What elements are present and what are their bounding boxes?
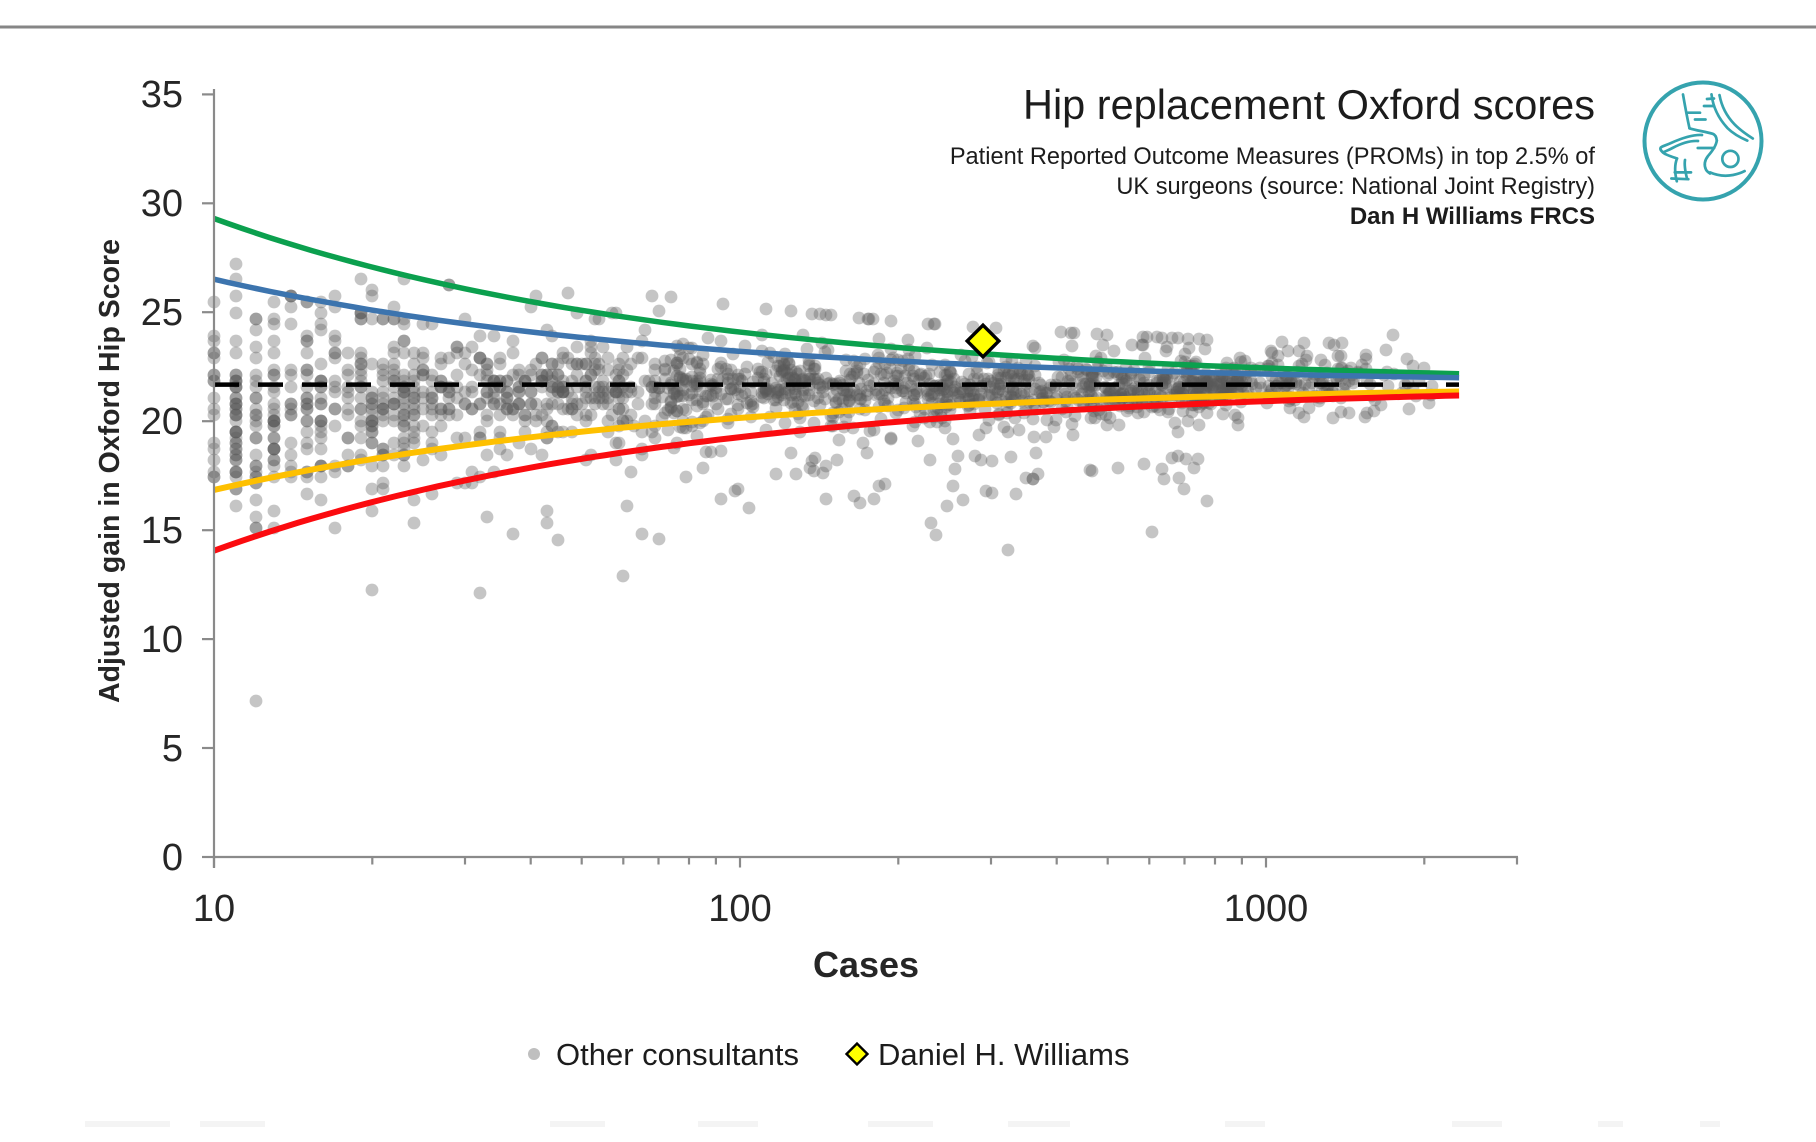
svg-text:20: 20	[141, 401, 183, 443]
svg-text:Daniel H. Williams: Daniel H. Williams	[878, 1037, 1129, 1072]
svg-text:100: 100	[708, 888, 771, 930]
svg-text:Other consultants: Other consultants	[556, 1037, 799, 1072]
svg-text:10: 10	[141, 619, 183, 661]
svg-text:5: 5	[162, 728, 183, 770]
svg-text:Hip replacement Oxford scores: Hip replacement Oxford scores	[1023, 81, 1595, 128]
svg-text:30: 30	[141, 183, 183, 225]
svg-text:10: 10	[193, 888, 235, 930]
svg-text:Adjusted gain in Oxford Hip Sc: Adjusted gain in Oxford Hip Score	[94, 239, 126, 703]
svg-text:1000: 1000	[1224, 888, 1309, 930]
svg-text:15: 15	[141, 510, 183, 552]
svg-text:UK surgeons (source: National: UK surgeons (source: National Joint Regi…	[1116, 174, 1595, 200]
svg-text:0: 0	[162, 837, 183, 879]
svg-text:Dan H Williams FRCS: Dan H Williams FRCS	[1350, 203, 1595, 230]
svg-text:35: 35	[141, 74, 183, 116]
svg-text:Cases: Cases	[813, 944, 919, 985]
svg-text:25: 25	[141, 292, 183, 334]
svg-text:Patient Reported Outcome Measu: Patient Reported Outcome Measures (PROMs…	[950, 144, 1596, 170]
